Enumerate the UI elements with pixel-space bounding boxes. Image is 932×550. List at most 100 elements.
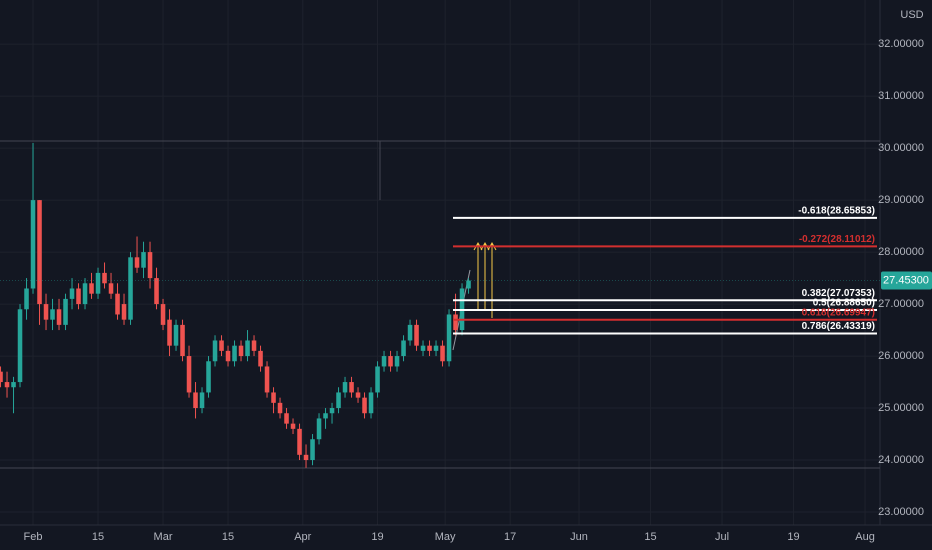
candle-body xyxy=(160,304,166,325)
candle-body xyxy=(427,345,432,351)
candle-body xyxy=(147,252,153,279)
candle-body xyxy=(440,345,445,362)
candle-body xyxy=(394,356,400,367)
fib-label: 0.5(26.88650) xyxy=(813,298,875,309)
candle-body xyxy=(102,272,107,284)
candle-body xyxy=(141,252,146,268)
candle-body xyxy=(95,272,101,294)
x-tick-label: 15 xyxy=(222,531,234,543)
candle-body xyxy=(297,428,302,455)
candle-body xyxy=(232,345,237,362)
y-tick-label: 31.00000 xyxy=(878,90,924,102)
x-tick-label: 17 xyxy=(504,531,516,543)
candle-body xyxy=(342,382,348,393)
candle-body xyxy=(115,293,120,315)
x-tick-label: 15 xyxy=(92,531,104,543)
candle-body xyxy=(186,356,192,393)
candle-body xyxy=(212,340,218,362)
candle-body xyxy=(381,356,387,367)
candle-body xyxy=(167,319,172,346)
x-tick-label: 19 xyxy=(787,531,799,543)
candle-body xyxy=(310,439,315,461)
candle-body xyxy=(24,288,29,310)
candle-body xyxy=(277,402,283,414)
candle-body xyxy=(316,418,322,440)
candle-body xyxy=(466,280,471,289)
candle-body xyxy=(388,356,393,367)
candle-body xyxy=(11,382,16,388)
candle-body xyxy=(4,382,10,388)
price-box xyxy=(881,271,932,290)
fib-label: -0.272(28.11012) xyxy=(799,234,875,245)
candle-body xyxy=(69,288,75,299)
candle-body xyxy=(238,345,244,357)
candle-body xyxy=(433,345,439,351)
candle-body xyxy=(134,257,140,268)
y-tick-label: 32.00000 xyxy=(878,38,924,50)
arrows xyxy=(473,241,497,318)
candle-body xyxy=(375,366,380,393)
candle-body xyxy=(355,392,361,398)
candle-body xyxy=(206,361,211,393)
candle-body xyxy=(82,283,88,305)
x-tick-label: Mar xyxy=(154,531,173,543)
candle-body xyxy=(284,413,289,424)
candle-body xyxy=(349,382,354,393)
candle-body xyxy=(453,314,458,331)
candle-body xyxy=(368,392,374,414)
candle-body xyxy=(37,200,42,305)
candle-body xyxy=(264,366,270,393)
candle-body xyxy=(258,350,263,367)
candle-body xyxy=(30,200,36,289)
candle-body xyxy=(193,392,198,409)
y-tick-label: 30.00000 xyxy=(878,142,924,154)
candle-body xyxy=(362,397,367,414)
candle-body xyxy=(329,408,335,414)
candle-body xyxy=(199,392,205,409)
x-tick-label: Apr xyxy=(294,531,311,543)
candle-body xyxy=(251,340,257,351)
candle-body xyxy=(121,304,127,320)
price-label: 27.45300 xyxy=(883,274,929,286)
candle-body xyxy=(180,324,185,357)
candle-body xyxy=(401,340,406,357)
candle-body xyxy=(63,298,68,325)
candle-body xyxy=(271,392,276,403)
candle-body xyxy=(43,304,49,320)
candle-body xyxy=(420,345,426,351)
candle-body xyxy=(245,340,250,357)
candle-body xyxy=(414,324,419,346)
candle-body xyxy=(76,288,81,305)
x-tick-label: 15 xyxy=(644,531,656,543)
x-tick-label: 19 xyxy=(371,531,383,543)
candle-body xyxy=(225,350,231,362)
y-tick-label: 27.00000 xyxy=(878,298,924,310)
candle-body xyxy=(303,454,309,461)
currency-label: USD xyxy=(900,9,923,21)
fib-label: 0.618(26.69947) xyxy=(802,307,875,318)
candle-body xyxy=(89,283,94,294)
candle-body xyxy=(154,278,159,305)
y-tick-label: 26.00000 xyxy=(878,350,924,362)
y-tick-label: 29.00000 xyxy=(878,194,924,206)
candle-body xyxy=(323,413,328,419)
x-tick-label: Aug xyxy=(855,531,875,543)
x-tick-label: May xyxy=(435,531,456,543)
candle-body xyxy=(17,309,23,383)
candle-body xyxy=(128,257,133,320)
y-tick-label: 24.00000 xyxy=(878,454,924,466)
candle-body xyxy=(108,283,114,294)
candle-body xyxy=(290,423,296,429)
fib-label: 0.786(26.43319) xyxy=(802,321,875,332)
y-tick-label: 23.00000 xyxy=(878,506,924,518)
x-tick-label: Jun xyxy=(570,531,588,543)
x-tick-label: Jul xyxy=(715,531,729,543)
candle-body xyxy=(173,324,179,346)
candle-body xyxy=(446,314,452,362)
y-tick-label: 25.00000 xyxy=(878,402,924,414)
x-tick-label: Feb xyxy=(24,531,43,543)
y-tick-label: 28.00000 xyxy=(878,246,924,258)
candle-body xyxy=(219,340,224,351)
